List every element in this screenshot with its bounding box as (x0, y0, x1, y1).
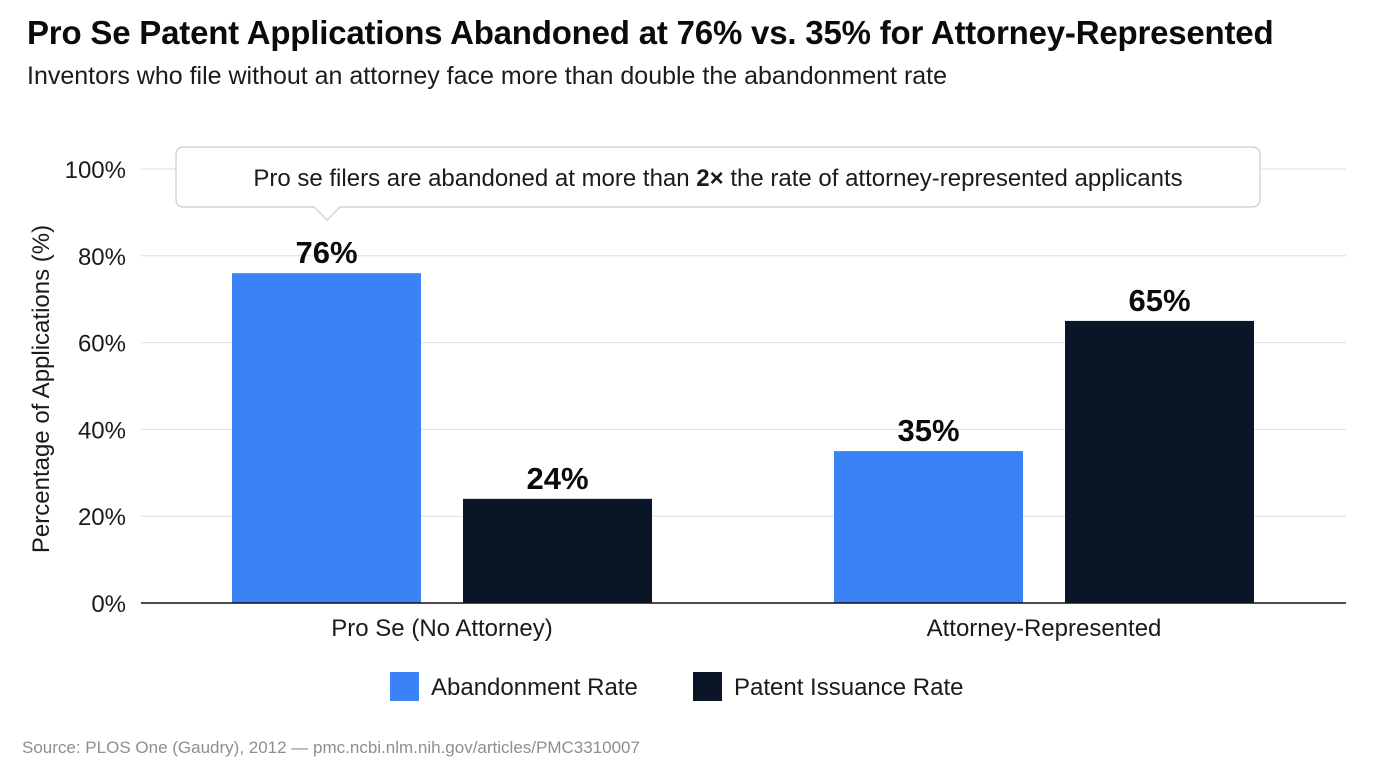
data-label: 65% (1128, 283, 1190, 318)
legend: Abandonment Rate Patent Issuance Rate (390, 672, 963, 701)
legend-item: Abandonment Rate (390, 672, 638, 701)
annotation-box (175, 146, 1261, 221)
annotation-text: Pro se filers are abandoned at more than… (253, 165, 1182, 192)
y-tick-label: 100% (65, 157, 126, 184)
y-axis-label: Percentage of Applications (%) (28, 225, 55, 553)
legend-label: Patent Issuance Rate (734, 674, 963, 701)
data-labels: 76% 24% 35% 65% (295, 235, 1190, 496)
y-tick-label: 40% (78, 417, 126, 444)
y-tick-label: 0% (91, 591, 126, 618)
source-note: Source: PLOS One (Gaudry), 2012 — pmc.nc… (22, 738, 640, 757)
bar-0-0 (232, 273, 421, 603)
legend-swatch (390, 672, 419, 701)
bar-0-1 (834, 451, 1023, 603)
annotation-callout: Pro se filers are abandoned at more than… (175, 146, 1261, 221)
data-label: 35% (897, 413, 959, 448)
bar-1-1 (1065, 320, 1254, 603)
x-axis-ticks: Pro Se (No Attorney) Attorney-Represented (331, 615, 1161, 642)
legend-item: Patent Issuance Rate (693, 672, 963, 701)
y-tick-label: 20% (78, 504, 126, 531)
y-axis-ticks: 0% 20% 40% 60% 80% 100% (65, 157, 126, 618)
data-label: 24% (526, 461, 588, 496)
chart-subtitle: Inventors who file without an attorney f… (27, 62, 948, 90)
x-tick-label: Attorney-Represented (927, 615, 1162, 642)
bar-1-0 (463, 498, 652, 603)
legend-swatch (693, 672, 722, 701)
y-tick-label: 80% (78, 244, 126, 271)
y-tick-label: 60% (78, 331, 126, 358)
x-tick-label: Pro Se (No Attorney) (331, 615, 552, 642)
legend-label: Abandonment Rate (431, 674, 638, 701)
data-label: 76% (295, 235, 357, 270)
chart-title: Pro Se Patent Applications Abandoned at … (27, 14, 1274, 51)
bars (232, 273, 1254, 603)
